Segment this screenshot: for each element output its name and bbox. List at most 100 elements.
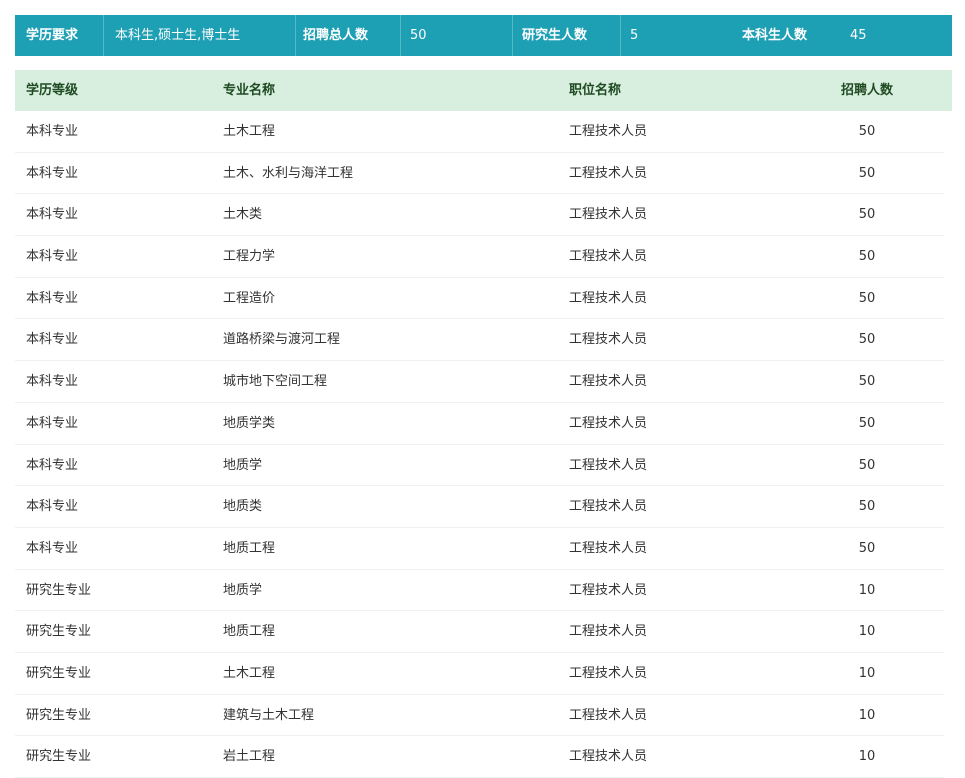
table-row: 本科专业 土木类 工程技术人员 50 [15, 194, 944, 237]
divider [103, 15, 104, 56]
cell-major: 地质工程 [223, 624, 276, 640]
header-edu-level: 学历等级 [26, 83, 79, 98]
cell-edu-level: 研究生专业 [26, 624, 92, 640]
table-row: 研究生专业 土木工程 工程技术人员 10 [15, 653, 944, 695]
divider [295, 15, 296, 56]
cell-edu-level: 本科专业 [26, 415, 79, 431]
divider [620, 15, 621, 56]
table-row: 研究生专业 建筑与土木工程 工程技术人员 10 [15, 695, 944, 737]
cell-position: 工程技术人员 [569, 207, 648, 223]
header-major: 专业名称 [223, 83, 276, 98]
cell-count: 50 [858, 332, 876, 348]
edu-value: 本科生,硕士生,博士生 [115, 28, 241, 43]
header-count: 招聘人数 [840, 83, 893, 98]
cell-major: 土木类 [223, 207, 263, 223]
cell-count: 10 [858, 707, 876, 723]
cell-edu-level: 研究生专业 [26, 707, 92, 723]
cell-edu-level: 本科专业 [26, 457, 79, 473]
table-row: 本科专业 工程力学 工程技术人员 50 [15, 236, 944, 278]
cell-position: 工程技术人员 [569, 540, 648, 556]
cell-count: 50 [858, 457, 876, 473]
ug-label: 本科生人数 [742, 28, 808, 43]
cell-position: 工程技术人员 [569, 290, 648, 306]
table-row: 本科专业 地质学 工程技术人员 50 [15, 445, 944, 487]
cell-major: 地质工程 [223, 540, 276, 556]
table-header: 学历等级 专业名称 职位名称 招聘人数 [15, 70, 952, 111]
cell-count: 10 [858, 582, 876, 598]
table-row: 本科专业 道路桥梁与渡河工程 工程技术人员 50 [15, 319, 944, 362]
cell-count: 50 [858, 415, 876, 431]
cell-major: 道路桥梁与渡河工程 [223, 332, 341, 348]
cell-count: 50 [858, 499, 876, 515]
cell-position: 工程技术人员 [569, 415, 648, 431]
table-row: 本科专业 城市地下空间工程 工程技术人员 50 [15, 361, 944, 403]
table-row: 本科专业 地质学类 工程技术人员 50 [15, 403, 944, 445]
divider [400, 15, 401, 56]
cell-major: 土木、水利与海洋工程 [223, 165, 354, 181]
cell-major: 城市地下空间工程 [223, 374, 328, 390]
cell-edu-level: 本科专业 [26, 207, 79, 223]
cell-major: 地质类 [223, 499, 263, 515]
cell-edu-level: 本科专业 [26, 290, 79, 306]
cell-edu-level: 本科专业 [26, 165, 79, 181]
cell-major: 岩土工程 [223, 749, 276, 765]
cell-edu-level: 本科专业 [26, 499, 79, 515]
table-row: 研究生专业 岩土工程 工程技术人员 10 [15, 736, 944, 778]
summary-bar: 学历要求 本科生,硕士生,博士生 招聘总人数 50 研究生人数 5 本科生人数 … [15, 15, 952, 56]
majors-table: 学历等级 专业名称 职位名称 招聘人数 本科专业 土木工程 工程技术人员 50 本科专业… [15, 70, 952, 778]
table-row: 本科专业 工程造价 工程技术人员 50 [15, 278, 944, 320]
cell-position: 工程技术人员 [569, 124, 648, 139]
cell-edu-level: 研究生专业 [26, 665, 92, 681]
cell-position: 工程技术人员 [569, 582, 648, 598]
ug-value: 45 [850, 28, 867, 43]
cell-position: 工程技术人员 [569, 499, 648, 515]
cell-position: 工程技术人员 [569, 165, 648, 181]
cell-count: 50 [858, 249, 876, 265]
cell-position: 工程技术人员 [569, 749, 648, 765]
table-row: 研究生专业 地质学 工程技术人员 10 [15, 570, 944, 612]
table-row: 本科专业 地质工程 工程技术人员 50 [15, 528, 944, 570]
cell-edu-level: 本科专业 [26, 374, 79, 390]
cell-count: 10 [858, 665, 876, 681]
cell-edu-level: 本科专业 [26, 540, 79, 556]
cell-position: 工程技术人员 [569, 624, 648, 640]
cell-edu-level: 本科专业 [26, 124, 79, 139]
cell-position: 工程技术人员 [569, 707, 648, 723]
table-row: 本科专业 土木工程 工程技术人员 50 [15, 111, 944, 153]
cell-position: 工程技术人员 [569, 374, 648, 390]
cell-major: 土木工程 [223, 124, 276, 139]
cell-count: 50 [858, 290, 876, 306]
divider [512, 15, 513, 56]
cell-major: 地质学类 [223, 415, 276, 431]
edu-label: 学历要求 [26, 28, 79, 43]
cell-position: 工程技术人员 [569, 665, 648, 681]
cell-edu-level: 本科专业 [26, 332, 79, 348]
cell-position: 工程技术人员 [569, 249, 648, 265]
cell-count: 50 [858, 165, 876, 181]
cell-position: 工程技术人员 [569, 457, 648, 473]
table-row: 研究生专业 地质工程 工程技术人员 10 [15, 611, 944, 653]
cell-major: 地质学 [223, 582, 263, 598]
cell-major: 土木工程 [223, 665, 276, 681]
cell-count: 50 [858, 374, 876, 390]
header-position: 职位名称 [569, 83, 622, 98]
cell-major: 工程造价 [223, 290, 276, 306]
cell-major: 地质学 [223, 457, 263, 473]
grad-label: 研究生人数 [522, 28, 588, 43]
cell-count: 50 [858, 207, 876, 223]
cell-count: 50 [858, 124, 876, 139]
total-value: 50 [410, 28, 427, 43]
cell-count: 10 [858, 749, 876, 765]
cell-edu-level: 研究生专业 [26, 749, 92, 765]
grad-value: 5 [630, 28, 639, 43]
table-row: 本科专业 地质类 工程技术人员 50 [15, 486, 944, 528]
cell-edu-level: 本科专业 [26, 249, 79, 265]
cell-major: 工程力学 [223, 249, 276, 265]
cell-count: 50 [858, 540, 876, 556]
total-label: 招聘总人数 [303, 28, 369, 43]
table-row: 本科专业 土木、水利与海洋工程 工程技术人员 50 [15, 153, 944, 195]
cell-count: 10 [858, 624, 876, 640]
cell-major: 建筑与土木工程 [223, 707, 315, 723]
cell-position: 工程技术人员 [569, 332, 648, 348]
cell-edu-level: 研究生专业 [26, 582, 92, 598]
